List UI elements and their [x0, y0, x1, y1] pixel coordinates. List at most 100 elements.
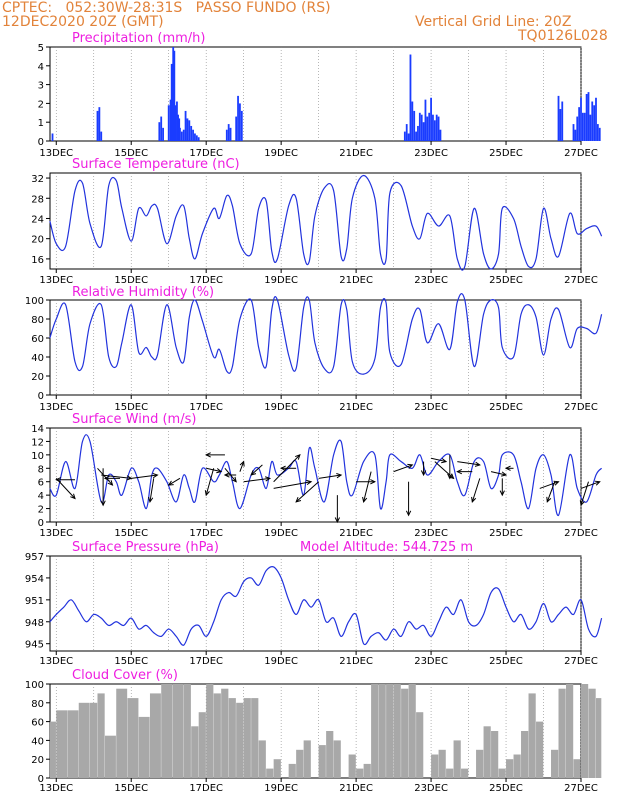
precip-bar [192, 129, 194, 141]
precip-bar [160, 116, 163, 141]
cloud-bar [56, 710, 68, 778]
wind-arrowhead [441, 458, 448, 464]
wind-arrowhead [499, 490, 505, 497]
wind-vector [539, 481, 559, 489]
x-tick-label: 25DEC [489, 402, 523, 413]
precip-bar [557, 95, 560, 141]
x-tick-label: 19DEC [264, 783, 298, 794]
precip-bar [430, 97, 432, 141]
y-tick-label: 4 [38, 62, 44, 73]
x-tick-label: 19DEC [264, 656, 298, 667]
panel-4: Surface Wind (m/s) 0 2 4 6 8 10 12 14 13DEC 15DEC 1… [31, 412, 603, 539]
y-tick-label: 60 [31, 718, 44, 729]
precip-bar [432, 114, 434, 141]
cloud-bar [363, 763, 371, 778]
precip-bar [428, 112, 431, 141]
precip-bar [561, 101, 564, 141]
precip-bar [194, 133, 196, 141]
wind-arrowhead [501, 471, 508, 477]
precip-bar [420, 114, 423, 141]
cloud-bar [89, 702, 98, 778]
y-tick-label: 957 [25, 552, 44, 563]
x-tick-label: 19DEC [264, 402, 298, 413]
vertical-grid-note: Vertical Grid Line: 20Z [415, 14, 572, 30]
station-info: CPTEC: 052:30W-28:31S PASSO FUNDO (RS) [2, 0, 331, 16]
y-tick-label: 40 [31, 736, 44, 747]
wind-arrowhead [420, 470, 427, 477]
precip-bar [237, 95, 239, 141]
precip-bar [439, 129, 442, 141]
model-altitude: Model Altitude: 544.725 m [300, 540, 473, 555]
wind-arrowhead [504, 465, 511, 471]
precip-bar [174, 105, 177, 141]
cloud-bar [303, 740, 311, 778]
precip-bar [598, 127, 601, 141]
x-tick-label: 13DEC [39, 402, 73, 413]
cloud-bar [536, 721, 544, 778]
wind-arrowhead [295, 497, 302, 503]
y-tick-label: 20 [31, 755, 44, 766]
cloud-bar [573, 759, 581, 778]
cloud-bar [393, 684, 401, 778]
plot-frame [49, 427, 582, 523]
x-tick-label: 15DEC [114, 148, 148, 159]
cloud-bar [356, 768, 364, 778]
wind-arrowhead [474, 461, 481, 467]
wind-arrowhead [167, 480, 174, 486]
cloud-bar [595, 698, 602, 778]
wind-vector [273, 481, 312, 489]
y-tick-label: 945 [25, 640, 44, 651]
wind-vector [363, 471, 372, 502]
y-tick-label: 0 [38, 137, 44, 148]
y-tick-label: 40 [31, 353, 44, 364]
precip-bar [176, 101, 178, 141]
wind-arrowhead [306, 479, 313, 486]
cloud-bar [326, 731, 334, 778]
wind-vector [580, 481, 600, 489]
wind-vector [457, 461, 480, 466]
cloud-bar [288, 763, 296, 778]
precip-bar [240, 110, 243, 141]
precip-bar [180, 131, 183, 141]
cloud-bar [581, 684, 589, 778]
wind-vector [471, 478, 481, 503]
wind-arrowhead [546, 496, 552, 503]
y-tick-label: 6 [38, 478, 44, 489]
cloud-bar [78, 702, 90, 778]
series-line [49, 174, 603, 271]
cloud-bar [273, 759, 281, 778]
panel-title: Cloud Cover (%) [72, 668, 178, 683]
y-tick-label: 1 [38, 118, 44, 129]
y-tick-label: 100 [25, 680, 44, 691]
run-date: 12DEC2020 20Z (GMT) [2, 14, 164, 30]
cloud-bar [506, 759, 514, 778]
precip-bar [182, 129, 185, 141]
wind-vector [205, 468, 215, 496]
wind-vector [243, 477, 270, 483]
x-tick-label: 21DEC [339, 783, 373, 794]
cloud-bar [251, 698, 259, 778]
panel-title: Relative Humidity (%) [72, 285, 214, 300]
x-tick-label: 25DEC [489, 656, 523, 667]
x-tick-label: 13DEC [39, 148, 73, 159]
wind-arrowhead [55, 477, 61, 483]
wind-vector [168, 477, 181, 486]
wind-vector [97, 467, 113, 486]
wind-vector [434, 461, 454, 479]
cloud-bar [431, 754, 439, 778]
wind-vector [580, 481, 589, 506]
x-tick-label: 23DEC [414, 783, 448, 794]
x-tick-label: 23DEC [414, 148, 448, 159]
precip-bar [167, 105, 170, 141]
cloud-bar [266, 768, 274, 778]
x-tick-label: 19DEC [264, 528, 298, 539]
cloud-bar [138, 716, 150, 778]
panel-3: Relative Humidity (%) 0 20 40 60 80 100 13DEC 15… [25, 285, 603, 413]
wind-arrowhead [148, 496, 154, 503]
y-tick-label: 3 [38, 81, 44, 92]
precip-bar [190, 125, 193, 141]
y-tick-label: 0 [38, 518, 44, 529]
cloud-bar [558, 688, 566, 778]
y-tick-label: 948 [25, 618, 44, 629]
y-tick-label: 100 [25, 296, 44, 307]
